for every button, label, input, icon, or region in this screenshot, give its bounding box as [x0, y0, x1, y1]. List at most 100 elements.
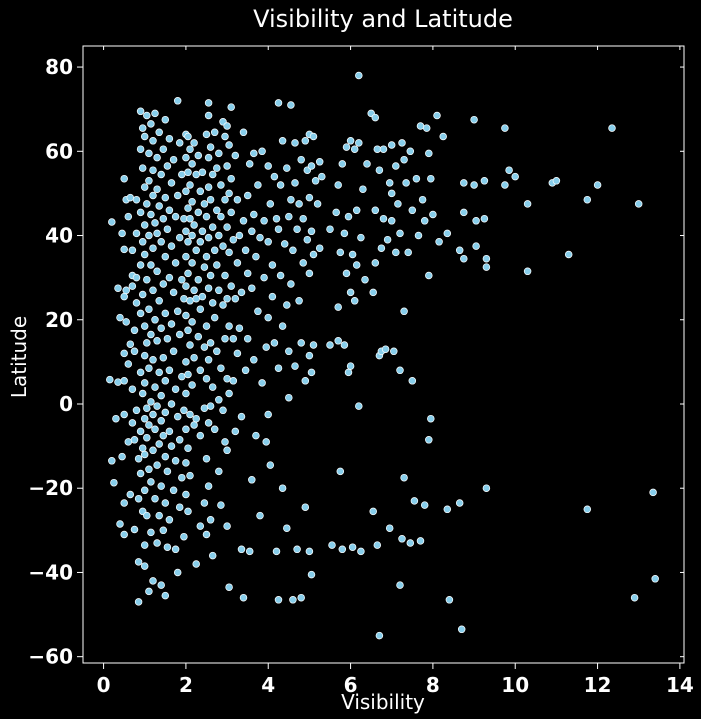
data-point: [297, 155, 305, 164]
data-point: [184, 370, 192, 379]
data-point: [140, 450, 149, 459]
data-point: [346, 362, 355, 370]
data-point: [363, 160, 371, 168]
data-point: [291, 179, 299, 187]
data-point: [145, 149, 153, 158]
data-point: [132, 195, 141, 204]
data-point: [182, 311, 190, 320]
data-point: [299, 259, 307, 267]
data-point: [188, 259, 196, 267]
data-point: [204, 419, 213, 427]
data-point: [297, 593, 305, 602]
data-point: [416, 122, 425, 130]
data-point: [213, 164, 221, 172]
data-point: [155, 511, 163, 520]
data-point: [227, 103, 235, 111]
data-point: [225, 248, 233, 257]
data-point: [165, 134, 174, 143]
data-point: [145, 231, 153, 240]
scatter-points: [106, 71, 659, 640]
data-point: [482, 254, 491, 263]
data-point: [227, 282, 235, 290]
data-point: [338, 160, 347, 168]
data-point: [233, 195, 242, 204]
data-point: [256, 233, 264, 242]
axis-ticks: 0 2 4 6 8 10 12 14 −60 −40 −20 0 20 40 60 80: [28, 46, 694, 697]
data-point: [270, 339, 279, 347]
data-point: [149, 137, 157, 145]
data-point: [161, 499, 170, 507]
data-point: [221, 132, 229, 141]
data-point: [194, 151, 203, 160]
data-point: [208, 383, 217, 391]
data-point: [649, 488, 657, 497]
data-point: [116, 313, 124, 322]
data-point: [204, 99, 213, 107]
data-point: [231, 427, 240, 436]
data-point: [182, 490, 190, 499]
data-point: [264, 162, 272, 170]
data-point: [264, 238, 272, 246]
data-point: [289, 246, 297, 255]
data-point: [167, 400, 176, 408]
data-point: [134, 598, 143, 606]
data-point: [206, 271, 215, 280]
data-point: [161, 377, 170, 385]
data-point: [204, 183, 213, 191]
data-point: [523, 267, 532, 276]
data-point: [182, 459, 190, 467]
data-point: [149, 446, 157, 455]
data-point: [143, 339, 151, 347]
data-point: [297, 339, 305, 347]
data-point: [505, 166, 513, 174]
data-point: [318, 172, 326, 181]
data-point: [355, 71, 363, 80]
data-point: [204, 233, 213, 242]
data-point: [408, 206, 417, 215]
data-point: [307, 227, 316, 236]
data-point: [293, 225, 301, 233]
data-point: [182, 153, 190, 162]
data-point: [651, 575, 659, 583]
data-point: [204, 153, 213, 162]
data-point: [523, 200, 532, 208]
data-point: [258, 379, 266, 387]
data-point: [385, 179, 394, 187]
data-point: [140, 541, 149, 549]
data-point: [114, 378, 122, 386]
data-point: [215, 231, 223, 240]
data-point: [161, 452, 170, 461]
data-point: [406, 539, 415, 547]
data-point: [138, 290, 147, 299]
data-point: [202, 454, 211, 463]
data-point: [455, 499, 464, 507]
data-point: [143, 511, 151, 520]
data-point: [184, 507, 192, 516]
data-point: [250, 356, 258, 364]
data-point: [206, 143, 215, 151]
data-point: [140, 562, 149, 570]
x-tick-label: 6: [344, 673, 358, 697]
data-point: [501, 124, 509, 132]
data-point: [213, 206, 221, 215]
data-point: [157, 391, 165, 400]
data-point: [200, 499, 209, 507]
data-point: [215, 467, 223, 476]
data-point: [186, 297, 194, 305]
x-axis-label: Visibility: [341, 690, 425, 714]
data-point: [106, 375, 114, 384]
data-point: [266, 200, 275, 208]
data-point: [204, 284, 213, 292]
data-point: [400, 307, 408, 316]
data-point: [221, 195, 229, 204]
plot-frame: [82, 45, 685, 664]
data-point: [180, 532, 188, 541]
data-point: [270, 172, 279, 181]
data-point: [163, 543, 172, 551]
data-point: [210, 425, 219, 434]
data-point: [120, 174, 128, 183]
data-point: [245, 160, 254, 168]
data-point: [248, 284, 256, 292]
data-point: [268, 292, 277, 301]
data-point: [287, 101, 295, 109]
